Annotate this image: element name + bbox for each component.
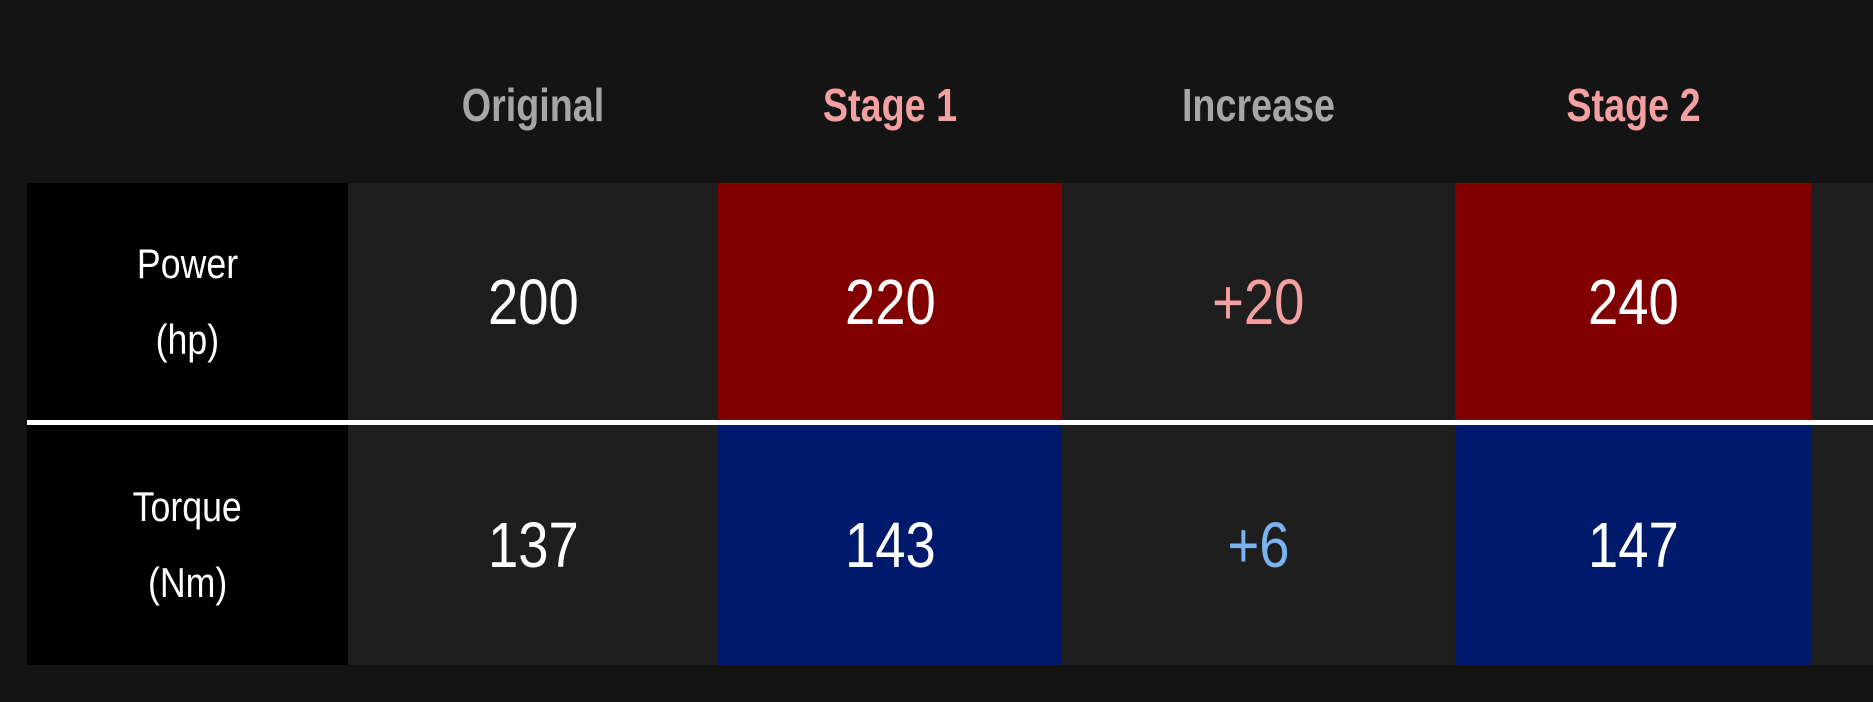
column-header: Stage 1: [822, 79, 958, 131]
cell: 240: [1455, 183, 1812, 420]
cell-text: +20: [1212, 265, 1305, 338]
row-divider: [27, 420, 1873, 425]
cell: 220: [718, 183, 1062, 420]
row-label-unit: (hp): [155, 315, 220, 363]
cell-text: 220: [844, 265, 936, 338]
column-header: Original: [461, 79, 605, 131]
cell: 137: [348, 425, 718, 665]
row-label-unit: (Nm): [147, 559, 228, 606]
row-label: Torque (Nm): [27, 425, 348, 665]
cell: +6: [1062, 425, 1455, 665]
cell-text: 240: [1588, 265, 1679, 338]
cell-text: +6: [1227, 509, 1290, 581]
column-header: Increase: [1181, 79, 1336, 131]
cell: 147: [1455, 425, 1812, 665]
cell-text: 147: [1588, 509, 1679, 581]
cell-text: 137: [487, 509, 579, 581]
row-label-name: Power: [136, 239, 239, 287]
cell-text: 143: [844, 509, 936, 581]
cell: +20: [1062, 183, 1455, 420]
cell-text: 200: [487, 265, 579, 338]
cell: 143: [718, 425, 1062, 665]
column-header: Stage 2: [1566, 79, 1701, 131]
cell: 200: [348, 183, 718, 420]
row-label: Power (hp): [27, 183, 348, 420]
row-label-name: Torque: [132, 483, 243, 530]
